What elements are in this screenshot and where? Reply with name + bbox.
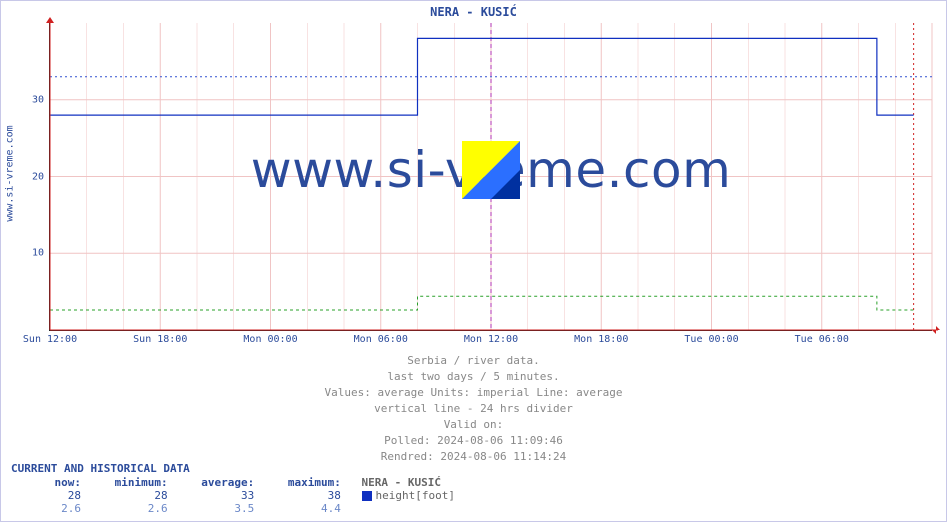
table-title: CURRENT AND HISTORICAL DATA xyxy=(11,462,936,475)
x-tick-label: Tue 06:00 xyxy=(795,330,849,345)
plot-area: www.si-vreme.com 102030Sun 12:00Sun 18:0… xyxy=(49,23,932,331)
col-avg: average: xyxy=(174,476,254,489)
caption-line: last two days / 5 minutes. xyxy=(1,369,946,385)
x-tick-label: Tue 00:00 xyxy=(684,330,738,345)
x-tick-label: Mon 12:00 xyxy=(464,330,518,345)
col-min: minimum: xyxy=(88,476,168,489)
y-tick-label: 10 xyxy=(32,248,50,259)
table-row: 2.6 2.6 3.5 4.4 xyxy=(11,502,936,515)
series-swatch xyxy=(362,491,372,501)
x-tick-label: Mon 18:00 xyxy=(574,330,628,345)
caption-line: Values: average Units: imperial Line: av… xyxy=(1,385,946,401)
y-tick-label: 20 xyxy=(32,171,50,182)
col-max: maximum: xyxy=(261,476,341,489)
x-tick-label: Sun 18:00 xyxy=(133,330,187,345)
caption-line: Valid on: xyxy=(1,417,946,433)
data-table: CURRENT AND HISTORICAL DATA now: minimum… xyxy=(11,462,936,515)
table-row: 28 28 33 38 height[foot] xyxy=(11,489,936,502)
chart-title: NERA - KUSIĆ xyxy=(1,5,946,19)
x-tick-label: Mon 06:00 xyxy=(354,330,408,345)
caption-block: Serbia / river data. last two days / 5 m… xyxy=(1,353,946,465)
caption-line: vertical line - 24 hrs divider xyxy=(1,401,946,417)
y-tick-label: 30 xyxy=(32,94,50,105)
caption-line: Serbia / river data. xyxy=(1,353,946,369)
x-tick-label: Sun 12:00 xyxy=(23,330,77,345)
x-tick-label: Mon 00:00 xyxy=(243,330,297,345)
series-name: NERA - KUSIĆ xyxy=(348,476,441,489)
caption-line: Polled: 2024-08-06 11:09:46 xyxy=(1,433,946,449)
table-header-row: now: minimum: average: maximum: NERA - K… xyxy=(11,476,936,489)
outer-y-label: www.si-vreme.com xyxy=(3,1,17,346)
col-now: now: xyxy=(11,476,81,489)
chart-container: NERA - KUSIĆ www.si-vreme.com www.si-vre… xyxy=(0,0,947,522)
plot-svg xyxy=(50,23,932,330)
